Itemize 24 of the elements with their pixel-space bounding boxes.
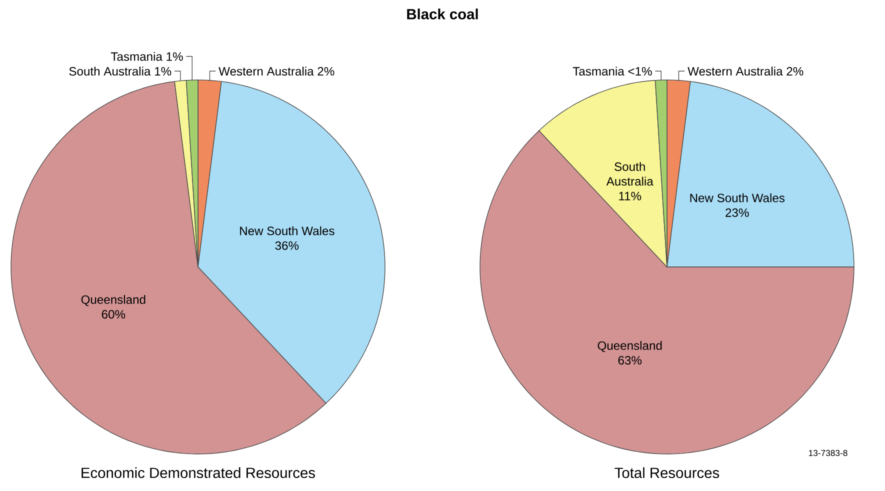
- text: 13-7383-8: [808, 450, 848, 456]
- data-label: 36%: [275, 241, 299, 250]
- text: Black coal: [407, 8, 478, 20]
- data-label: 2%: [786, 67, 804, 76]
- slice-label: Western Australia: [688, 66, 783, 76]
- text: Economic Demonstrated Resources: [82, 467, 315, 478]
- slice-label: South Australia: [69, 66, 151, 76]
- data-label: 23%: [726, 208, 749, 217]
- slice-label: New South Wales: [690, 193, 785, 202]
- data-label: 2%: [318, 67, 334, 76]
- text: Total Resources: [614, 467, 720, 478]
- data-label: 1%: [166, 52, 183, 61]
- slice-label: Tasmania: [572, 66, 624, 76]
- data-label: 60%: [102, 310, 126, 319]
- slice-label: Western Australia: [218, 66, 314, 76]
- slice-label: Queensland: [598, 341, 662, 352]
- data-label: <1%: [628, 67, 652, 76]
- data-label: 63%: [618, 356, 642, 365]
- slice-label: New South Wales: [240, 226, 334, 236]
- slice-label: South Australia: [606, 162, 654, 186]
- data-label: 1%: [155, 67, 172, 76]
- data-label: 11%: [619, 192, 642, 200]
- slice-label: Tasmania: [110, 52, 162, 61]
- slice-label: Queensland: [81, 295, 146, 306]
